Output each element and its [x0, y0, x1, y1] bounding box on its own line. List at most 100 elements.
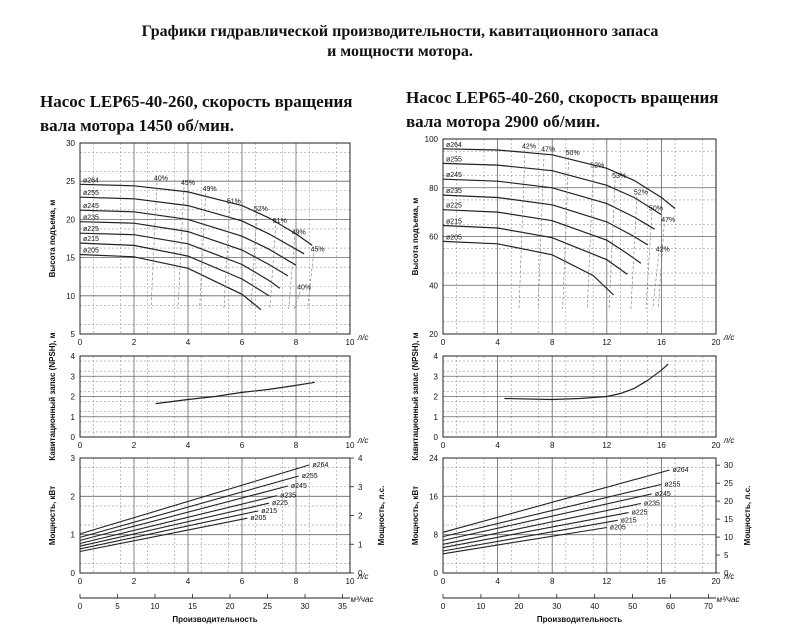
y-tick-label: 15: [66, 254, 75, 263]
efficiency-isoline: [537, 153, 545, 310]
x-tick-label: 20: [712, 441, 721, 450]
y-tick-label: 100: [425, 135, 439, 144]
x-unit-label: л/с: [357, 436, 369, 445]
x-tick-label: 20: [712, 338, 721, 347]
power-curve-label: ø215: [261, 508, 277, 515]
efficiency-label: 42%: [522, 143, 536, 150]
page-title-line-2: и мощности мотора.: [327, 43, 473, 60]
efficiency-isoline: [223, 205, 231, 310]
power-y-axis-label: Мощность, кВт: [411, 486, 420, 545]
head-curve-label: ø225: [446, 203, 462, 210]
x-tick-label: 10: [346, 338, 355, 347]
efficiency-isoline: [657, 223, 665, 310]
npsh-y-axis-label: Кавитационный запас (NPSH), м: [48, 332, 57, 460]
x-tick-label: 10: [346, 441, 355, 450]
head-curve-d245: [79, 209, 297, 266]
power-curve-d255: [79, 475, 299, 538]
head-curve-d245: [442, 178, 655, 230]
x-unit-label: л/с: [357, 572, 369, 581]
head-curve-d215: [79, 242, 270, 297]
power-curve-label: ø205: [250, 515, 266, 522]
power-curve-d235: [79, 495, 278, 545]
y-tick-label: 1: [71, 413, 76, 422]
x-tick-label: 4: [495, 338, 500, 347]
head-curve-d255: [79, 196, 305, 255]
y2-tick-label: 4: [358, 454, 363, 463]
head-curve-d215: [442, 224, 628, 275]
panel-frame: [79, 355, 351, 438]
efficiency-label: 47%: [541, 147, 555, 154]
y-tick-label: 20: [66, 215, 75, 224]
power-curve-label: ø255: [302, 473, 318, 480]
x-tick-label: 8: [294, 338, 299, 347]
power-curve-d245: [442, 493, 652, 541]
panel-frame: [442, 355, 717, 438]
power-curve-d225: [442, 512, 629, 549]
chart-title-left: Насос LEP65-40-260, скорость вращения ва…: [40, 92, 353, 135]
y-tick-label: 3: [71, 454, 76, 463]
efficiency-isoline: [307, 253, 314, 310]
efficiency-label: 50%: [566, 150, 580, 157]
efficiency-isoline: [293, 291, 301, 310]
y-tick-label: 5: [71, 330, 76, 339]
power-curve-label: ø225: [272, 500, 288, 507]
efficiency-isoline: [562, 156, 569, 310]
head-curve-d205: [79, 253, 262, 311]
y-tick-label: 24: [429, 454, 438, 463]
y2-tick-label: 10: [724, 533, 733, 542]
power-y-axis-label: Мощность, кВт: [48, 486, 57, 545]
efficiency-label: 49%: [292, 230, 306, 237]
efficiency-label: 51%: [227, 198, 241, 205]
efficiency-label: 47%: [661, 217, 675, 224]
x-tick-label: 2: [132, 441, 137, 450]
efficiency-label: 52%: [254, 206, 268, 213]
x2-tick-label: 5: [115, 602, 120, 611]
power-panel-left: 0 1 2 3 0 2 4 6 8 10л/с Мощность, кВт 0 1 2 3 4 Мощность…: [48, 454, 386, 586]
x-unit-label: л/с: [357, 333, 369, 342]
x-tick-label: 12: [602, 338, 611, 347]
y-tick-label: 0: [434, 433, 439, 442]
head-curve-label: ø235: [83, 215, 99, 222]
head-y-axis-label: Высота подъема, м: [48, 200, 57, 278]
power-curve-d255: [442, 483, 662, 538]
power-curve-label: ø264: [313, 462, 329, 469]
x2-tick-label: 70: [704, 602, 713, 611]
x-tick-label: 0: [441, 441, 446, 450]
head-curve-d235: [442, 194, 649, 246]
efficiency-isoline: [608, 179, 616, 310]
y-tick-label: 40: [429, 281, 438, 290]
x-tick-label: 16: [657, 577, 666, 586]
y-tick-label: 10: [66, 292, 75, 301]
head-curve-d205: [442, 240, 615, 296]
x-tick-label: 4: [186, 441, 191, 450]
efficiency-isoline: [645, 212, 653, 310]
head-curve-d225: [442, 209, 642, 264]
y-tick-label: 16: [429, 492, 438, 501]
x-tick-label: 4: [495, 577, 500, 586]
head-curve-d264: [79, 183, 313, 246]
x-tick-label: 8: [550, 338, 555, 347]
y-tick-label: 2: [71, 393, 76, 402]
npsh-curve: [504, 363, 669, 401]
x2-tick-label: 25: [263, 602, 272, 611]
panel-frame: [442, 457, 717, 574]
efficiency-label: 42%: [656, 247, 670, 254]
head-curve-label: ø205: [83, 248, 99, 255]
x-tick-label: 8: [294, 441, 299, 450]
y-tick-label: 1: [434, 413, 439, 422]
x-tick-label: 4: [495, 441, 500, 450]
x-axis-title: Производительность: [537, 615, 622, 624]
power-curve-d205: [442, 526, 607, 555]
x-tick-label: 4: [186, 577, 191, 586]
y-tick-label: 8: [434, 531, 439, 540]
head-y-axis-label: Высота подъема, м: [411, 198, 420, 276]
y2-tick-label: 30: [724, 461, 733, 470]
y-tick-label: 1: [71, 531, 76, 540]
x-tick-label: 0: [78, 338, 83, 347]
head-curve-label: ø205: [446, 234, 462, 241]
